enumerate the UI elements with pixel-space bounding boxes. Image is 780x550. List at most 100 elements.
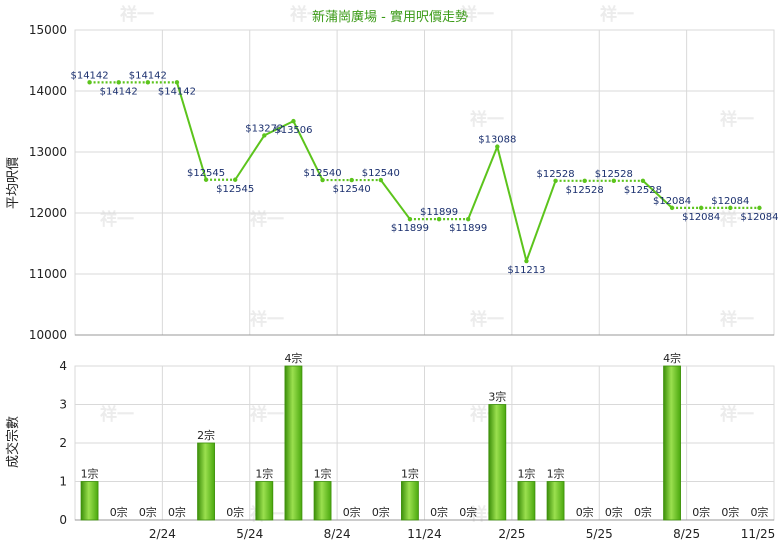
transaction-bar-label: 2宗 xyxy=(197,428,215,442)
watermark-text: 祥一 xyxy=(600,4,634,25)
price-line-series xyxy=(87,80,762,264)
price-point-label: $12540 xyxy=(303,168,341,179)
transaction-bar-label: 0宗 xyxy=(430,505,448,519)
price-axis-label: 平均呎價 xyxy=(6,157,21,209)
watermark-text: 祥一 xyxy=(100,404,134,425)
month-tick-label: 11/25 xyxy=(741,527,776,541)
transaction-bar-label: 0宗 xyxy=(576,505,594,519)
month-axis-ticks: 2/24 5/24 8/24 11/24 2/25 5/25 8/25 11/25 xyxy=(149,527,775,541)
price-point xyxy=(728,205,733,211)
count-tick-label: 1 xyxy=(59,475,67,489)
price-line-segment xyxy=(175,82,208,181)
price-point-label: $12084 xyxy=(740,212,778,223)
count-tick-label: 2 xyxy=(59,436,67,450)
grid-layer xyxy=(74,29,775,521)
price-point-label: $12528 xyxy=(536,169,574,180)
transaction-bar-label: 0宗 xyxy=(226,505,244,519)
price-point-labels: $14142 $14142 $14142 $14142 $12545 $12545 $132… xyxy=(70,70,778,276)
transaction-bar xyxy=(663,365,681,521)
price-tick-label: 13000 xyxy=(29,145,67,159)
watermark-text: 祥一 xyxy=(120,4,154,25)
price-point-label: $14142 xyxy=(158,86,196,97)
count-axis-ticks: 0 1 2 3 4 xyxy=(59,359,67,527)
watermark-text: 祥一 xyxy=(720,404,754,425)
price-line-segment xyxy=(380,179,411,220)
chart-title: 新蒲崗廣場 - 實用呎價走勢 xyxy=(312,9,468,25)
price-point xyxy=(262,133,267,138)
transaction-bar-label: 0宗 xyxy=(372,505,390,519)
transaction-bar-label: 1宗 xyxy=(401,467,419,481)
price-point xyxy=(582,178,587,183)
price-axis-ticks: 10000 11000 12000 13000 14000 15000 xyxy=(29,23,67,342)
price-tick-label: 10000 xyxy=(29,328,67,342)
price-point xyxy=(291,118,296,124)
transaction-bar-label: 1宗 xyxy=(81,467,99,481)
price-point xyxy=(611,178,617,183)
price-point xyxy=(116,80,121,85)
price-point-label: $12545 xyxy=(216,184,254,195)
price-point-label: $11899 xyxy=(420,207,458,218)
watermark-text: 祥一 xyxy=(720,209,754,230)
transaction-bar-label: 0宗 xyxy=(750,505,768,519)
count-tick-label: 3 xyxy=(59,398,67,412)
transaction-bar-label: 0宗 xyxy=(721,505,739,519)
transaction-bar xyxy=(488,404,507,521)
watermark-text: 祥一 xyxy=(250,309,284,330)
transaction-bar-label: 0宗 xyxy=(634,505,652,519)
price-point-label: $12540 xyxy=(362,168,400,179)
count-axis-label: 成交宗數 xyxy=(5,416,21,468)
price-point-label: $12528 xyxy=(566,185,604,196)
price-line-segment xyxy=(525,180,557,262)
price-point xyxy=(524,258,529,264)
price-line-segment xyxy=(263,120,294,137)
price-point-label: $14142 xyxy=(129,70,167,81)
transaction-bar-labels: 1宗 0宗 0宗 0宗 2宗 0宗 1宗 4宗 1宗 0宗 0宗 1宗 0宗 0宗 3宗 1宗 1宗 0宗 0宗 0宗… xyxy=(81,351,769,519)
price-point-label: $14142 xyxy=(70,70,108,81)
price-point-label: $12084 xyxy=(653,196,691,207)
month-tick-label: 8/24 xyxy=(324,527,351,541)
price-point-label: $12545 xyxy=(187,168,225,179)
transaction-bar-label: 0宗 xyxy=(110,505,128,519)
price-point-label: $13506 xyxy=(274,125,312,136)
transaction-bar xyxy=(255,481,274,521)
transaction-bar-label: 0宗 xyxy=(692,505,710,519)
transaction-bar-label: 4宗 xyxy=(663,351,681,365)
price-point xyxy=(87,80,92,85)
month-tick-label: 5/24 xyxy=(236,527,263,541)
price-point xyxy=(436,216,442,222)
transaction-bar-label: 1宗 xyxy=(255,467,273,481)
watermark-text: 祥一 xyxy=(250,209,284,230)
price-point-label: $11899 xyxy=(391,223,429,234)
price-tick-label: 12000 xyxy=(29,206,67,220)
watermark-text: 祥一 xyxy=(720,309,754,330)
price-point-label: $12084 xyxy=(682,212,720,223)
transaction-bar-label: 1宗 xyxy=(517,467,535,481)
price-line-segment xyxy=(234,134,266,181)
watermark-text: 祥一 xyxy=(720,109,754,130)
transaction-bar-label: 0宗 xyxy=(459,505,477,519)
price-point xyxy=(145,80,151,85)
transaction-bar-label: 1宗 xyxy=(314,467,332,481)
month-tick-label: 11/24 xyxy=(407,527,442,541)
price-point-label: $12540 xyxy=(333,184,371,195)
price-point xyxy=(349,177,354,183)
watermark-text: 祥一 xyxy=(470,309,504,330)
price-point xyxy=(495,144,500,149)
price-tick-label: 14000 xyxy=(29,84,67,98)
count-tick-label: 4 xyxy=(59,359,67,373)
transaction-bar xyxy=(284,365,303,521)
count-tick-label: 0 xyxy=(59,513,67,527)
price-point xyxy=(757,205,762,211)
watermark-text: 祥一 xyxy=(100,209,134,230)
transaction-bar-label: 0宗 xyxy=(343,505,361,519)
transaction-bar xyxy=(517,481,536,521)
transaction-bars xyxy=(80,365,681,521)
transaction-bar xyxy=(80,481,99,521)
price-point-label: $14142 xyxy=(100,86,138,97)
price-point-label: $11899 xyxy=(449,223,487,234)
price-line-segment xyxy=(496,146,528,262)
transaction-bar xyxy=(313,481,332,521)
transaction-bar-label: 0宗 xyxy=(605,505,623,519)
watermark-text: 祥一 xyxy=(460,4,494,25)
transaction-bar-label: 3宗 xyxy=(488,390,506,404)
